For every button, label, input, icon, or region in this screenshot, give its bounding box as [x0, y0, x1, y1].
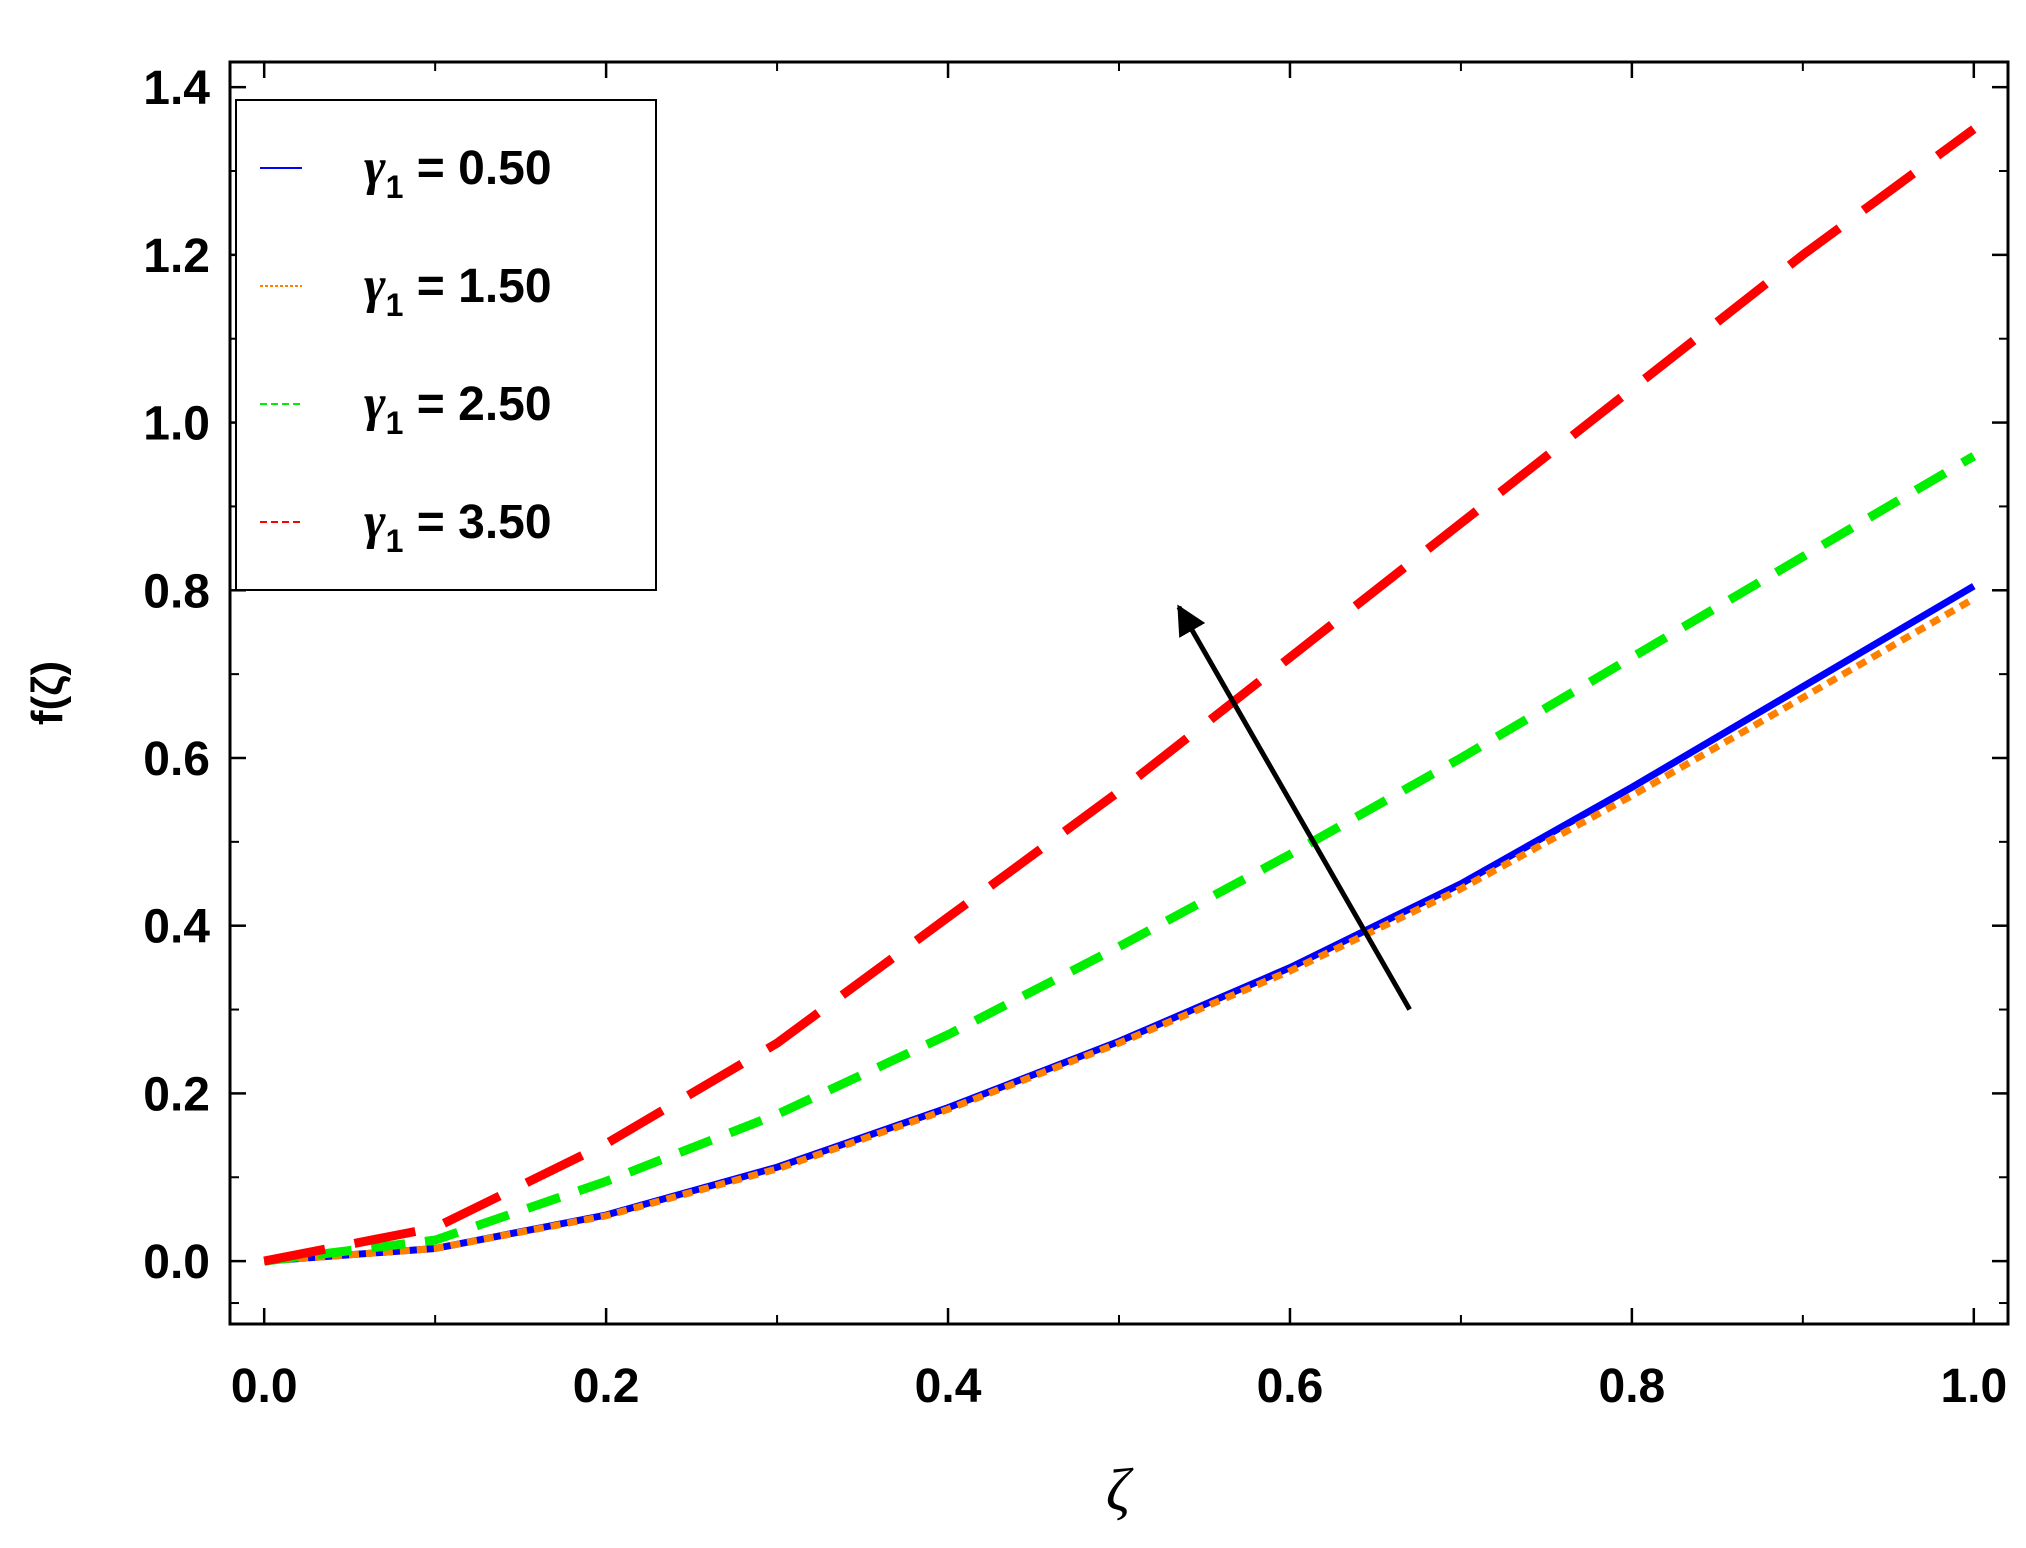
y-tick-label: 0.8 [143, 565, 210, 618]
annotation-layer [1176, 604, 1412, 1011]
x-axis-label: ζ [1106, 1457, 1134, 1523]
x-tick-label: 0.8 [1599, 1360, 1666, 1413]
x-tick-label: 0.0 [231, 1360, 298, 1413]
legend-value: = 3.50 [403, 496, 551, 549]
legend-value: = 2.50 [403, 378, 551, 431]
y-tick-label: 0.0 [143, 1236, 210, 1289]
y-axis-label: f(ζ) [23, 661, 72, 725]
legend-subscript: 1 [386, 523, 404, 559]
legend-label: γ1 = 2.50 [364, 375, 552, 441]
legend-value: = 1.50 [403, 260, 551, 313]
y-tick-label: 1.0 [143, 398, 210, 451]
series-line-3 [263, 125, 1977, 1266]
x-tick-label: 0.2 [573, 1360, 640, 1413]
x-tick-label: 0.6 [1257, 1360, 1324, 1413]
x-tick-label: 0.4 [915, 1360, 982, 1413]
legend-label: γ1 = 0.50 [364, 139, 552, 205]
y-tick-label: 0.2 [143, 1068, 210, 1121]
y-tick-label: 0.6 [143, 733, 210, 786]
legend-value: = 0.50 [403, 142, 551, 195]
legend-subscript: 1 [386, 405, 404, 441]
series-line-2 [263, 452, 1977, 1266]
trend-arrow [1176, 604, 1412, 1011]
legend-label: γ1 = 1.50 [364, 257, 552, 323]
y-tick-label: 0.4 [143, 901, 210, 954]
series-layer [263, 125, 1977, 1266]
y-tick-label: 1.4 [143, 62, 210, 115]
tick-labels: 0.0 0.2 0.4 0.6 0.8 1.0 0.0 0.2 0.4 0.6 0.8 1.0 1.2 1… [143, 62, 2007, 1413]
y-tick-label: 1.2 [143, 230, 210, 283]
axis-ticks [230, 62, 2008, 1324]
legend-symbol: γ [364, 493, 386, 550]
legend-symbol: γ [364, 257, 386, 314]
legend-subscript: 1 [386, 287, 404, 323]
x-tick-label: 1.0 [1940, 1360, 2007, 1413]
series-line-1 [263, 595, 1976, 1265]
legend-label: γ1 = 3.50 [364, 493, 552, 559]
legend-symbol: γ [364, 139, 386, 196]
series-line-0 [263, 583, 1976, 1265]
legend-box [235, 99, 657, 591]
legend-symbol: γ [364, 375, 386, 432]
legend-subscript: 1 [386, 169, 404, 205]
